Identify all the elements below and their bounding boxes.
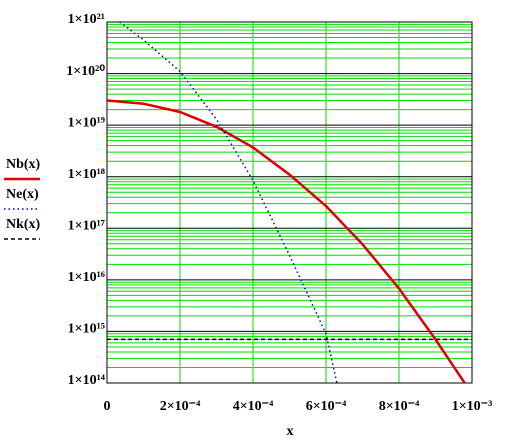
y-tick-label: 1×10¹⁵ bbox=[68, 322, 105, 337]
y-tick-label: 1×10¹⁸ bbox=[68, 167, 105, 182]
y-tick-label: 1×10¹⁹ bbox=[68, 115, 105, 130]
series-line bbox=[119, 22, 338, 383]
x-tick-label: 1×10⁻³ bbox=[452, 399, 493, 414]
y-tick-label: 1×10²¹ bbox=[68, 12, 105, 27]
x-axis-label: x bbox=[287, 424, 294, 439]
plot-frame bbox=[106, 21, 473, 384]
legend-label: Ne(x) bbox=[6, 187, 39, 202]
y-tick-label: 1×10¹⁴ bbox=[68, 373, 106, 388]
y-tick-label: 1×10¹⁷ bbox=[68, 219, 105, 234]
legend-label: Nk(x) bbox=[6, 217, 41, 232]
series-line bbox=[107, 99, 466, 383]
x-tick-label: 0 bbox=[104, 399, 111, 414]
x-tick-label: 2×10⁻⁴ bbox=[160, 399, 201, 414]
y-tick-label: 1×10¹⁶ bbox=[68, 270, 105, 285]
x-tick-label: 6×10⁻⁴ bbox=[306, 399, 347, 414]
x-tick-label: 8×10⁻⁴ bbox=[379, 399, 420, 414]
legend-label: Nb(x) bbox=[6, 157, 41, 172]
y-tick-label: 1×10²⁰ bbox=[66, 64, 105, 79]
x-tick-label: 4×10⁻⁴ bbox=[233, 399, 274, 414]
